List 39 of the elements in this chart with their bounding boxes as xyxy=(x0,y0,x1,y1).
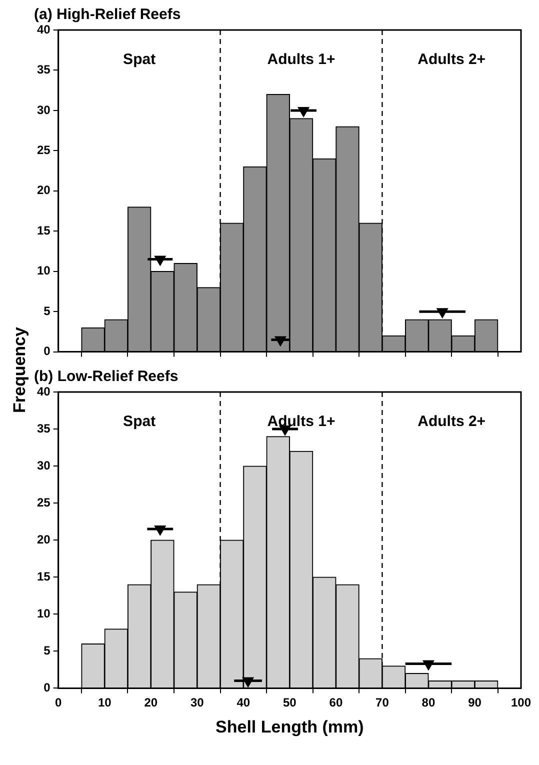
x-tick-label: 0 xyxy=(55,696,62,710)
x-tick-label: 30 xyxy=(190,696,204,710)
annotation: Adults 2+ xyxy=(418,51,486,68)
y-tick-label: 25 xyxy=(36,142,51,157)
y-tick-label: 0 xyxy=(44,680,51,695)
x-tick-label: 10 xyxy=(98,696,112,710)
chart-title: (b) Low-Relief Reefs xyxy=(34,368,178,386)
annotation: Adults 1+ xyxy=(267,413,336,430)
y-tick-label: 40 xyxy=(36,22,51,36)
y-tick-label: 10 xyxy=(36,606,51,620)
x-axis-title: Shell Length (mm) xyxy=(216,717,364,736)
y-tick-label: 25 xyxy=(36,495,51,510)
y-tick-label: 15 xyxy=(36,223,51,238)
y-tick-label: 5 xyxy=(44,643,51,658)
x-tick-label: 90 xyxy=(468,696,482,710)
x-tick-label: 70 xyxy=(376,696,390,710)
annotation: Adults 1+ xyxy=(267,51,336,68)
y-tick-label: 30 xyxy=(36,102,51,117)
y-tick-label: 0 xyxy=(44,344,51,358)
y-tick-label: 15 xyxy=(36,569,51,584)
y-tick-label: 40 xyxy=(36,384,51,398)
annotation: Adults 2+ xyxy=(418,413,486,430)
y-axis-title: Frequency xyxy=(10,326,30,415)
chart-title: (a) High-Relief Reefs xyxy=(34,6,181,24)
x-tick-label: 100 xyxy=(510,696,532,710)
y-tick-label: 20 xyxy=(36,183,51,198)
y-tick-label: 35 xyxy=(36,62,51,77)
annotation: Spat xyxy=(123,51,156,68)
annotation: Spat xyxy=(123,413,156,430)
y-tick-label: 35 xyxy=(36,421,51,436)
x-tick-label: 40 xyxy=(236,696,250,710)
x-tick-label: 80 xyxy=(422,696,436,710)
x-tick-label: 60 xyxy=(329,696,343,710)
x-tick-label: 50 xyxy=(282,696,297,710)
y-tick-label: 30 xyxy=(36,458,51,472)
y-tick-label: 5 xyxy=(44,304,51,318)
y-tick-label: 10 xyxy=(36,264,51,278)
y-tick-label: 20 xyxy=(36,532,51,546)
x-tick-label: 20 xyxy=(144,696,158,710)
